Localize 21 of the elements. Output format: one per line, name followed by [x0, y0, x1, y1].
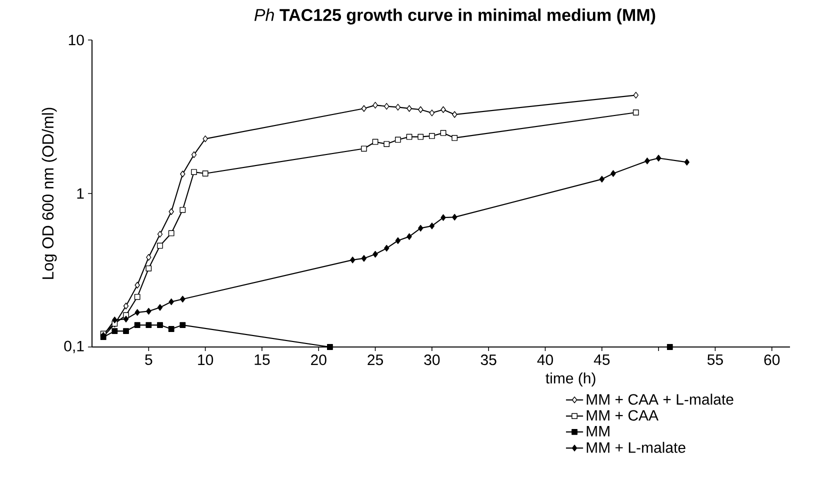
y-tick-label: 1 [77, 188, 84, 199]
x-tick-label: 40 [537, 354, 553, 366]
x-tick-label: 25 [368, 354, 383, 366]
chart-title: Ph TAC125 growth curve in minimal medium (MM) [254, 8, 656, 24]
x-axis-title: time (h) [546, 372, 596, 386]
legend-label: MM [586, 426, 610, 436]
legend-label: MM + L-malate [586, 442, 686, 453]
x-tick-label: 45 [594, 354, 610, 365]
x-tick-label: 10 [198, 354, 214, 366]
legend-label: MM + CAA [586, 410, 658, 421]
x-tick-label: 15 [254, 354, 270, 365]
y-tick-label: 10 [68, 34, 84, 46]
x-tick-label: 60 [764, 354, 780, 366]
x-tick-label: 5 [145, 354, 152, 365]
legend-label: MM + CAA + L-malate [586, 394, 734, 405]
y-tick-label: 0,1 [64, 340, 84, 354]
y-axis-title: Log OD 600 nm (OD/ml) [42, 108, 57, 279]
x-tick-label: 20 [311, 354, 326, 366]
x-tick-label: 30 [424, 354, 440, 366]
x-tick-label: 35 [480, 354, 496, 366]
x-tick-label: 55 [707, 354, 723, 365]
